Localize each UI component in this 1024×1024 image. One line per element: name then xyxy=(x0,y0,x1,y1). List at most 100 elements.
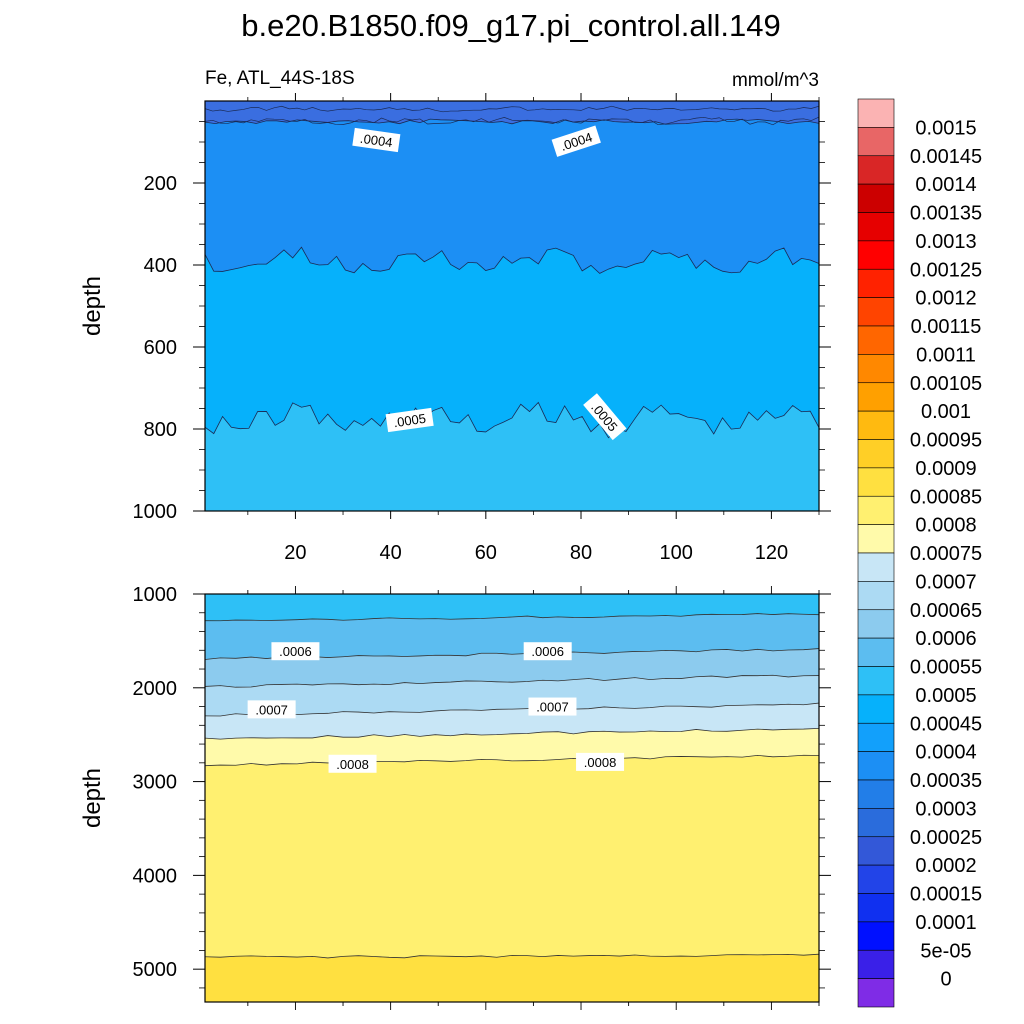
upper-contour-label-text: .0005 xyxy=(393,411,427,430)
colorbar-box xyxy=(857,495,895,525)
colorbar-box xyxy=(857,155,895,185)
colorbar-label: 0.001 xyxy=(921,401,971,423)
colorbar-label: 0.00105 xyxy=(910,373,982,395)
colorbar-label: 0 xyxy=(940,969,951,991)
colorbar-box xyxy=(857,552,895,582)
colorbar-box xyxy=(857,410,895,440)
colorbar-box xyxy=(857,836,895,866)
colorbar-label: 0.00125 xyxy=(910,259,982,281)
colorbar-box xyxy=(857,978,895,1008)
lower-contour-label-text: .0008 xyxy=(336,757,369,772)
colorbar-label: 0.0003 xyxy=(915,798,976,820)
upper-xtick-label: 100 xyxy=(660,542,693,564)
colorbar-label: 0.00135 xyxy=(910,203,982,225)
upper-xtick-label: 20 xyxy=(284,542,306,564)
lower-contour-3 xyxy=(204,702,820,717)
colorbar-box xyxy=(857,694,895,724)
lower-contour-label: .0006 xyxy=(523,642,572,661)
colorbar-box xyxy=(857,609,895,639)
colorbar-label: 0.0005 xyxy=(915,685,976,707)
lower-contour-label-text: .0007 xyxy=(536,700,569,715)
upper-ytick-label: 800 xyxy=(144,419,177,441)
colorbar-label: 5e-05 xyxy=(920,940,971,962)
colorbar-box xyxy=(857,212,895,242)
colorbar-box xyxy=(857,325,895,355)
lower-ytick-label: 5000 xyxy=(133,959,178,981)
lower-contour-label: .0007 xyxy=(247,700,296,719)
upper-ytick-label: 600 xyxy=(144,337,177,359)
lower-contour-label-text: .0007 xyxy=(255,702,288,717)
colorbar-label: 0.0001 xyxy=(915,912,976,934)
colorbar-label: 0.0004 xyxy=(915,742,976,764)
colorbar-label: 0.0009 xyxy=(915,458,976,480)
lower-contour-6 xyxy=(204,953,820,959)
upper-contour-1 xyxy=(204,118,820,125)
lower-band-6 xyxy=(205,755,819,958)
colorbar-box xyxy=(857,127,895,157)
colorbar-box xyxy=(857,893,895,923)
upper-xtick-label: 120 xyxy=(755,542,788,564)
colorbar-box xyxy=(857,524,895,554)
colorbar-label: 0.0007 xyxy=(915,571,976,593)
colorbar-box xyxy=(857,864,895,894)
colorbar-box xyxy=(857,240,895,270)
upper-contour-label: .0005 xyxy=(385,407,434,433)
lower-contour-label: .0008 xyxy=(576,752,625,771)
colorbar-box xyxy=(857,666,895,696)
colorbar-label: 0.00115 xyxy=(911,316,982,338)
upper-band-2 xyxy=(205,247,819,438)
lower-contour-5 xyxy=(204,754,820,767)
upper-contour-label: .0005 xyxy=(583,393,627,441)
colorbar-label: 0.00085 xyxy=(910,486,982,508)
colorbar-label: 0.00065 xyxy=(910,600,982,622)
colorbar-label: 0.00055 xyxy=(910,657,982,679)
chart-title: b.e20.B1850.f09_g17.pi_control.all.149 xyxy=(241,8,781,43)
colorbar-box xyxy=(857,779,895,809)
colorbar-box xyxy=(857,949,895,979)
upper-contour-label: .0004 xyxy=(352,127,401,153)
lower-ytick-label: 3000 xyxy=(133,772,178,794)
lower-contour-label-text: .0006 xyxy=(531,644,564,659)
colorbar-label: 0.0014 xyxy=(915,174,976,196)
lower-ytick-label: 1000 xyxy=(133,584,178,606)
colorbar-label: 0.00145 xyxy=(910,146,982,168)
colorbar-label: 0.0013 xyxy=(915,231,976,253)
colorbar-label: 0.00025 xyxy=(910,827,982,849)
variable-label: Fe, ATL_44S-18S xyxy=(205,68,355,89)
lower-band-1 xyxy=(205,613,819,660)
upper-ytick-label: 1000 xyxy=(133,501,178,523)
lower-band-2 xyxy=(205,648,819,688)
lower-contour-label: .0007 xyxy=(528,697,577,716)
colorbar-label: 0.00045 xyxy=(910,713,982,735)
colorbar-label: 0.00015 xyxy=(910,884,982,906)
colorbar-label: 0.0006 xyxy=(915,628,976,650)
upper-band-1 xyxy=(205,119,819,274)
colorbar-label: 0.0002 xyxy=(915,855,976,877)
colorbar-box xyxy=(857,467,895,497)
colorbar-label: 0.00035 xyxy=(910,770,982,792)
colorbar-label: 0.0011 xyxy=(916,344,976,366)
colorbar-box xyxy=(857,268,895,298)
lower-contour-label-text: .0008 xyxy=(584,755,617,770)
lower-ytick-label: 4000 xyxy=(133,865,178,887)
colorbar-box xyxy=(857,722,895,752)
colorbar-box xyxy=(857,921,895,951)
colorbar-box xyxy=(857,382,895,412)
upper-contour-label-text: .0004 xyxy=(359,131,393,150)
lower-contour-2 xyxy=(204,674,820,688)
lower-band-7 xyxy=(205,954,819,1002)
colorbar-box xyxy=(857,808,895,838)
upper-xtick-label: 80 xyxy=(570,542,592,564)
upper-ytick-label: 200 xyxy=(144,173,177,195)
colorbar-label: 0.0015 xyxy=(915,117,976,139)
colorbar-label: 0.0012 xyxy=(915,288,976,310)
lower-ytick-label: 2000 xyxy=(133,678,178,700)
colorbar-box xyxy=(857,297,895,327)
upper-band-0 xyxy=(205,101,819,125)
lower-contour-0 xyxy=(204,613,820,622)
units-label: mmol/m^3 xyxy=(732,70,819,91)
lower-contour-label: .0008 xyxy=(328,754,377,773)
colorbar-box xyxy=(857,354,895,384)
lower-contour-label: .0006 xyxy=(271,642,320,661)
